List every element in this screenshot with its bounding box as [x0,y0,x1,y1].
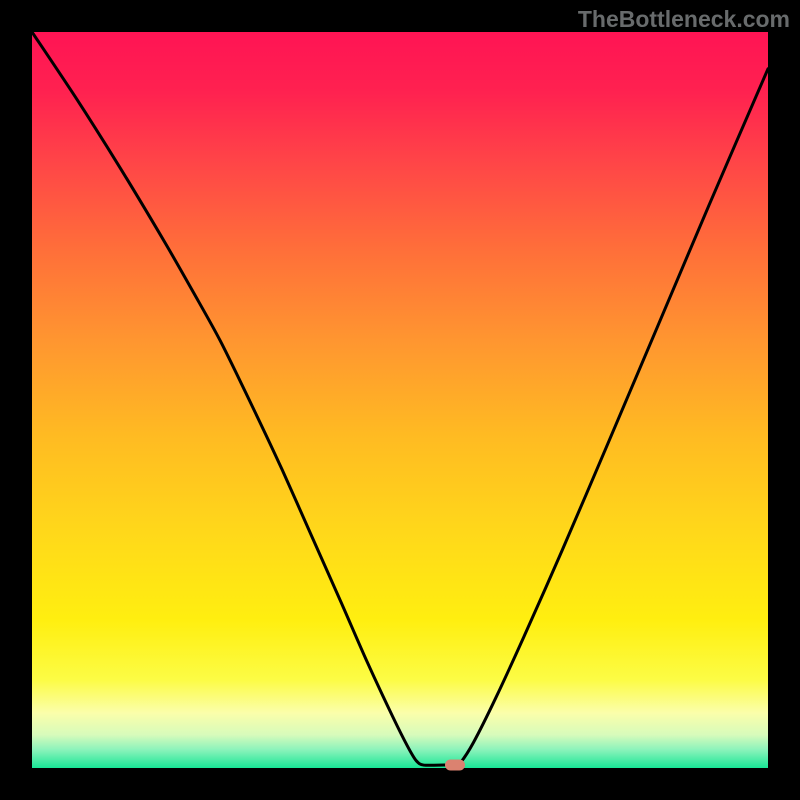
bottleneck-curve [32,32,768,765]
chart-curve-layer [32,32,768,768]
optimal-point-marker [445,760,465,771]
watermark-text: TheBottleneck.com [578,6,790,33]
plot-area [32,32,768,768]
